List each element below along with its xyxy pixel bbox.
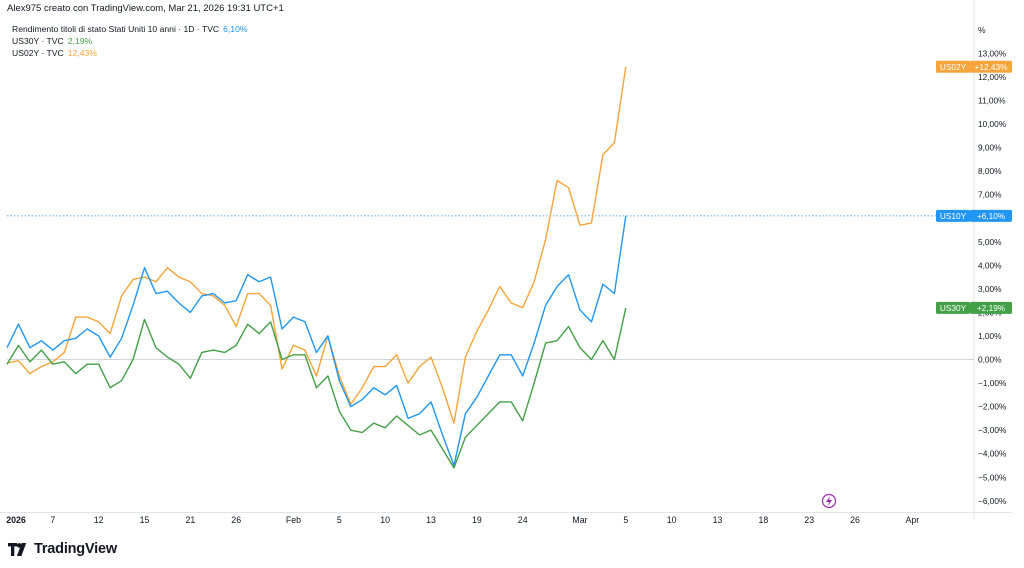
x-tick-label: Mar xyxy=(572,515,587,525)
x-tick-label: 10 xyxy=(667,515,677,525)
legend-value: 12,43% xyxy=(67,48,97,58)
chart-legend: Rendimento titoli di stato Stati Uniti 1… xyxy=(12,23,248,59)
y-tick-label: −3,00% xyxy=(978,425,1007,435)
tradingview-logo-icon xyxy=(8,542,27,556)
x-tick-label: 13 xyxy=(426,515,436,525)
y-tick-label: 8,00% xyxy=(978,166,1002,176)
series-tag-us30y xyxy=(936,301,970,314)
x-tick-label: 12 xyxy=(94,515,104,525)
y-tick-label: 5,00% xyxy=(978,237,1002,247)
tradingview-brand: TradingView xyxy=(34,541,117,557)
series-line-us02y xyxy=(6,66,627,424)
x-tick-label: 26 xyxy=(231,515,241,525)
x-tick-label: 7 xyxy=(50,515,55,525)
series-tag-name: US10Y xyxy=(940,211,967,221)
series-value-label: +2,19% xyxy=(977,303,1006,313)
x-tick-label: 15 xyxy=(140,515,150,525)
y-tick-label: −1,00% xyxy=(978,378,1007,388)
series-line-us10y xyxy=(6,215,627,467)
series-value-label: +12,43% xyxy=(975,62,1009,72)
series-line-us30y xyxy=(6,307,627,469)
y-tick-label: 4,00% xyxy=(978,260,1002,270)
y-tick-label: 0,00% xyxy=(978,355,1002,365)
legend-item-us02y[interactable]: US02Y · TVC 12,43% xyxy=(12,47,248,59)
y-tick-label: −2,00% xyxy=(978,402,1007,412)
y-tick-label: 1,00% xyxy=(978,331,1002,341)
x-tick-label: 10 xyxy=(380,515,390,525)
y-tick-label: −4,00% xyxy=(978,449,1007,459)
chart-credit: Alex975 creato con TradingView.com, Mar … xyxy=(7,3,284,14)
x-tick-label: Feb xyxy=(286,515,301,525)
x-tick-label: 5 xyxy=(623,515,628,525)
legend-item-us10y[interactable]: Rendimento titoli di stato Stati Uniti 1… xyxy=(12,23,248,35)
legend-label: US30Y · TVC xyxy=(12,36,64,46)
y-tick-label: 10,00% xyxy=(978,119,1007,129)
y-tick-label: −6,00% xyxy=(978,496,1007,506)
x-tick-label: 21 xyxy=(185,515,195,525)
x-tick-label: 2026 xyxy=(6,515,26,525)
y-axis-unit: % xyxy=(978,25,986,35)
series-tag-name: US02Y xyxy=(940,62,967,72)
legend-item-us30y[interactable]: US30Y · TVC 2,19% xyxy=(12,35,248,47)
y-tick-label: 13,00% xyxy=(978,48,1007,58)
lightning-icon[interactable] xyxy=(821,493,837,509)
y-tick-label: −5,00% xyxy=(978,472,1007,482)
lightning-icon-bolt xyxy=(826,496,832,506)
series-tag-us10y xyxy=(936,209,970,222)
y-tick-label: 11,00% xyxy=(978,95,1006,105)
series-value-tag-us02y xyxy=(970,60,1012,73)
x-tick-label: 18 xyxy=(758,515,768,525)
series-value-label: +6,10% xyxy=(977,211,1006,221)
series-tag-name: US30Y xyxy=(940,303,967,313)
legend-value: 2,19% xyxy=(67,36,93,46)
series-value-tag-us10y xyxy=(970,209,1012,222)
x-tick-label: 19 xyxy=(472,515,482,525)
x-tick-label: 5 xyxy=(337,515,342,525)
x-tick-label: 23 xyxy=(804,515,814,525)
legend-label: US02Y · TVC xyxy=(12,48,64,58)
x-tick-label: Apr xyxy=(905,515,919,525)
y-tick-label: 12,00% xyxy=(978,72,1007,82)
legend-value: 6,10% xyxy=(223,24,248,34)
tradingview-logo[interactable]: TradingView xyxy=(8,541,117,557)
x-tick-label: 26 xyxy=(850,515,860,525)
x-tick-label: 24 xyxy=(518,515,528,525)
y-tick-label: 9,00% xyxy=(978,143,1002,153)
y-tick-label: 7,00% xyxy=(978,190,1002,200)
x-tick-label: 13 xyxy=(713,515,723,525)
series-value-tag-us30y xyxy=(970,301,1012,314)
y-tick-label: 3,00% xyxy=(978,284,1002,294)
legend-label: Rendimento titoli di stato Stati Uniti 1… xyxy=(12,24,220,34)
series-tag-us02y xyxy=(936,60,970,73)
